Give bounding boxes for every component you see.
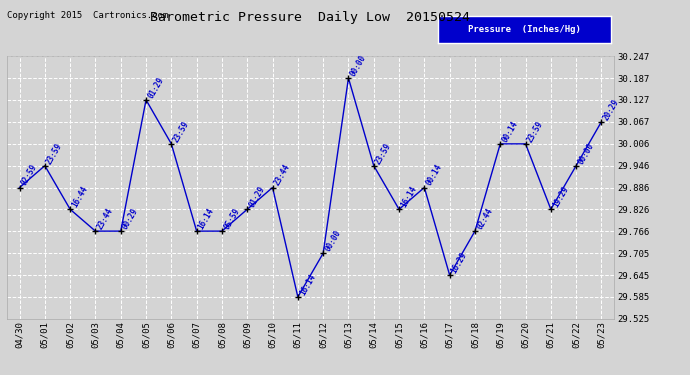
Text: 16:44: 16:44 [70, 185, 90, 209]
Text: 23:59: 23:59 [374, 141, 393, 166]
Text: 05:59: 05:59 [222, 207, 242, 231]
Text: 02:44: 02:44 [475, 207, 494, 231]
Text: 16:14: 16:14 [197, 207, 216, 231]
Text: 23:44: 23:44 [95, 207, 115, 231]
Text: 00:00: 00:00 [348, 54, 368, 78]
Text: 23:59: 23:59 [171, 119, 190, 144]
Text: Copyright 2015  Cartronics.com: Copyright 2015 Cartronics.com [7, 11, 168, 20]
Text: Barometric Pressure  Daily Low  20150524: Barometric Pressure Daily Low 20150524 [150, 11, 471, 24]
Text: 01:29: 01:29 [146, 75, 166, 100]
Text: 23:59: 23:59 [45, 141, 64, 166]
Text: 16:14: 16:14 [399, 185, 418, 209]
Text: 00:29: 00:29 [121, 207, 140, 231]
Text: 20:29: 20:29 [602, 97, 621, 122]
Text: 01:29: 01:29 [247, 185, 266, 209]
Text: Pressure  (Inches/Hg): Pressure (Inches/Hg) [468, 25, 581, 34]
Text: 00:14: 00:14 [500, 119, 520, 144]
Text: 00:14: 00:14 [424, 163, 444, 188]
Text: 23:59: 23:59 [526, 119, 545, 144]
Text: 00:00: 00:00 [323, 229, 342, 253]
Text: 19:29: 19:29 [551, 185, 570, 209]
Text: 16:14: 16:14 [298, 272, 317, 297]
Text: 00:00: 00:00 [576, 141, 595, 166]
Text: 16:29: 16:29 [450, 251, 469, 275]
Text: 02:59: 02:59 [19, 163, 39, 188]
Text: 23:44: 23:44 [273, 163, 292, 188]
